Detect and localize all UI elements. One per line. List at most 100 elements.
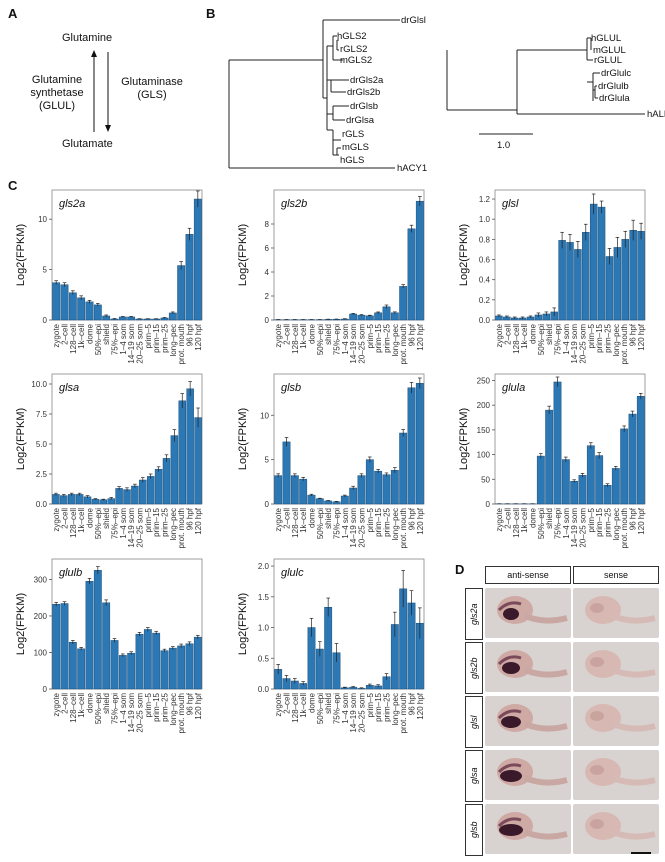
bar bbox=[611, 468, 620, 505]
embryo-stain bbox=[497, 596, 568, 624]
x-tick-label: zygote bbox=[52, 692, 61, 716]
x-tick-label: 120 hpf bbox=[194, 507, 203, 534]
bar bbox=[143, 629, 152, 690]
x-tick-label: zygote bbox=[495, 323, 504, 347]
bar bbox=[399, 432, 408, 505]
scale-bar bbox=[631, 852, 651, 854]
glul-line-2: synthetase bbox=[30, 87, 84, 99]
bar bbox=[324, 500, 333, 505]
bar-chart-glsl: 0.0 0.2 0.4 0.6 0.8 1.0 1.2 zygote 2–cell 128–cel… bbox=[458, 189, 646, 364]
x-tick-label: 1k–cell bbox=[520, 508, 529, 533]
x-tick-label: prim–5 bbox=[366, 507, 375, 532]
bar-chart-gls2a: 0 5 10 zygote 2–cell 128–cell 1k–cell dome 50%–e… bbox=[15, 189, 203, 364]
tree-leaf: drGlsa bbox=[346, 115, 375, 126]
bar bbox=[390, 312, 399, 321]
tree-leaf: drGls2a bbox=[350, 75, 384, 86]
x-tick-label: prim–15 bbox=[595, 507, 604, 536]
x-tick-label: dome bbox=[308, 323, 317, 344]
x-tick-label: prim–15 bbox=[374, 692, 383, 721]
bar-chart-gls2b: 0 2 4 6 8 zygote 2–cell 128–cell 1k–cell dome 50%–… bbox=[237, 189, 425, 364]
x-tick-label: 50%–epi bbox=[94, 693, 103, 724]
reaction-arrows bbox=[91, 50, 111, 132]
bar bbox=[93, 570, 102, 690]
bar bbox=[102, 602, 111, 690]
tree-leaf: drGlsl bbox=[401, 15, 426, 26]
chart-title: glsa bbox=[59, 382, 79, 394]
x-tick-label: dome bbox=[86, 507, 95, 528]
bar bbox=[595, 455, 604, 505]
plot-frame bbox=[51, 558, 203, 690]
x-tick-label: 20–25 som bbox=[136, 508, 145, 548]
x-tick-label: 96 hpf bbox=[408, 323, 417, 346]
x-tick-label: 50%–epi bbox=[94, 324, 103, 355]
panel-a: Glutamine Glutamate Glutamine synthetase… bbox=[10, 20, 190, 160]
tree-leaf: mGLUL bbox=[593, 45, 626, 56]
y-tick-label: 10.0 bbox=[31, 380, 47, 389]
x-tick-label: prim–15 bbox=[595, 323, 604, 352]
x-tick-label: prim–25 bbox=[161, 323, 170, 352]
bar bbox=[578, 475, 587, 505]
x-tick-label: 14–19 som bbox=[349, 693, 358, 733]
col-header-antisense: anti-sense bbox=[485, 566, 571, 584]
bar bbox=[586, 445, 595, 505]
bar bbox=[68, 642, 77, 690]
x-tick-label: 120 hpf bbox=[637, 507, 646, 534]
bar bbox=[415, 200, 424, 321]
bar bbox=[60, 495, 68, 505]
bar bbox=[621, 239, 629, 321]
bar bbox=[324, 607, 333, 690]
sense-image bbox=[573, 804, 659, 854]
bar bbox=[139, 479, 147, 505]
chart-title: gls2b bbox=[281, 198, 307, 210]
bar bbox=[589, 203, 598, 321]
y-tick-label: 1.0 bbox=[479, 215, 491, 224]
tree-leaf: hGLS bbox=[340, 155, 364, 166]
antisense-image bbox=[485, 696, 571, 746]
in-situ-row: gls2b bbox=[465, 642, 661, 694]
x-tick-label: 75%–epi bbox=[111, 693, 120, 724]
x-tick-label: long–pec bbox=[612, 508, 621, 540]
bar bbox=[399, 286, 408, 321]
x-tick-label: prim–25 bbox=[383, 692, 392, 721]
bar bbox=[274, 475, 283, 505]
x-tick-label: 14–19 som bbox=[127, 693, 136, 733]
plot-frame bbox=[494, 373, 646, 505]
bar bbox=[85, 581, 94, 690]
y-tick-label: 100 bbox=[477, 451, 491, 460]
x-tick-label: prot. mouth bbox=[177, 693, 186, 733]
y-tick-label: 150 bbox=[477, 426, 491, 435]
bar bbox=[52, 604, 61, 690]
x-tick-label: 75%–epi bbox=[333, 508, 342, 539]
bar bbox=[415, 383, 424, 505]
bar bbox=[613, 247, 622, 321]
x-tick-label: 1k–cell bbox=[77, 508, 86, 533]
glutamine-label: Glutamine bbox=[62, 32, 113, 44]
bar bbox=[194, 417, 202, 505]
col-header-sense: sense bbox=[573, 566, 659, 584]
x-tick-label: 14–19 som bbox=[570, 508, 579, 548]
bar bbox=[160, 650, 169, 690]
x-tick-label: 96 hpf bbox=[408, 692, 417, 715]
embryo-control bbox=[585, 704, 656, 732]
tree-leaf: drGls2b bbox=[347, 87, 380, 98]
x-tick-label: 14–19 som bbox=[127, 508, 136, 548]
bar bbox=[553, 381, 562, 505]
y-axis-label: Log2(FPKM) bbox=[15, 224, 27, 286]
x-tick-label: prim–5 bbox=[144, 507, 153, 532]
bar bbox=[52, 494, 60, 505]
x-tick-label: 20–25 som bbox=[136, 324, 145, 364]
tree-leaf: hGLUL bbox=[591, 33, 621, 44]
tree-leaf: rGLUL bbox=[594, 55, 622, 66]
y-axis-label: Log2(FPKM) bbox=[237, 224, 249, 286]
in-situ-row: gls2a bbox=[465, 588, 661, 640]
glutamate-label: Glutamate bbox=[62, 138, 113, 150]
y-tick-label: 0.5 bbox=[258, 654, 270, 663]
glul-label: Glutamine synthetase (GLUL) bbox=[22, 74, 92, 113]
y-tick-label: 0.2 bbox=[479, 296, 491, 305]
y-tick-label: 2.5 bbox=[36, 470, 48, 479]
bar bbox=[603, 484, 612, 505]
x-tick-label: 75%–epi bbox=[333, 324, 342, 355]
bar bbox=[77, 297, 86, 321]
x-tick-label: 75%–epi bbox=[554, 324, 563, 355]
x-tick-label: long–pec bbox=[391, 324, 400, 356]
